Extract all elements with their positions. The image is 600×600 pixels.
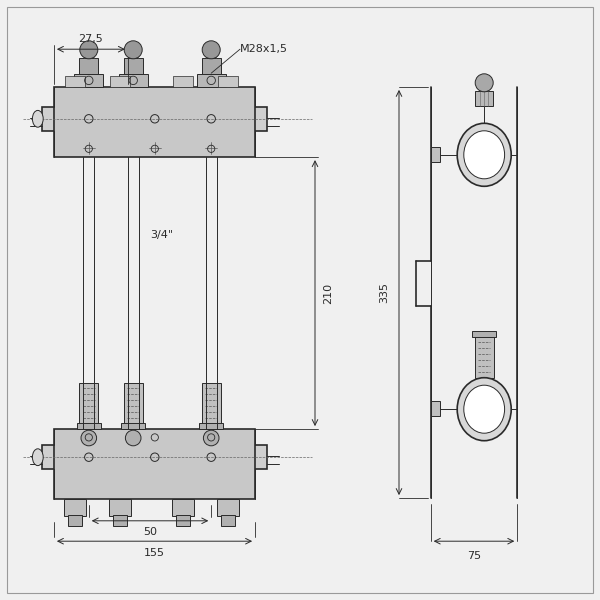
Ellipse shape [457,378,511,440]
Text: M28x1,5: M28x1,5 [240,44,288,54]
Text: 75: 75 [467,551,481,561]
Bar [476,421,493,428]
Circle shape [475,74,493,92]
Bar [472,331,496,337]
Circle shape [125,430,141,446]
Bar [79,383,98,424]
Ellipse shape [464,385,505,433]
Bar [109,499,131,516]
Bar [119,74,148,87]
Text: 155: 155 [144,548,164,559]
Text: 27,5: 27,5 [78,34,103,44]
Circle shape [202,41,220,59]
Ellipse shape [32,449,43,466]
Bar [79,58,98,74]
Circle shape [81,430,97,446]
Bar [476,167,493,174]
Bar [54,87,255,157]
Bar [199,423,223,429]
Bar [77,423,101,429]
Bar [172,499,194,516]
Bar [64,499,86,516]
Circle shape [203,430,219,446]
Bar [202,383,221,424]
Bar [217,499,239,516]
Bar [42,107,267,131]
Bar [197,74,226,87]
Bar [475,91,493,106]
Circle shape [80,41,98,59]
Bar [221,515,235,526]
Ellipse shape [457,124,511,186]
Bar [431,401,440,416]
Bar [121,423,145,429]
Bar [113,515,127,526]
Text: 335: 335 [379,282,389,303]
Bar [218,76,238,87]
Bar [68,515,82,526]
Bar [65,76,85,87]
Bar [475,337,494,378]
Bar [124,383,143,424]
Bar [54,429,255,499]
Bar [124,58,143,74]
Bar [202,58,221,74]
Text: 210: 210 [323,283,333,304]
Text: 3/4": 3/4" [151,230,173,240]
Bar [42,445,267,469]
Bar [173,76,193,87]
Bar [176,515,190,526]
Bar [110,76,130,87]
Bar [431,147,440,162]
Ellipse shape [464,131,505,179]
Text: 50: 50 [143,527,157,537]
Circle shape [124,41,142,59]
Bar [74,74,103,87]
Ellipse shape [32,110,43,127]
